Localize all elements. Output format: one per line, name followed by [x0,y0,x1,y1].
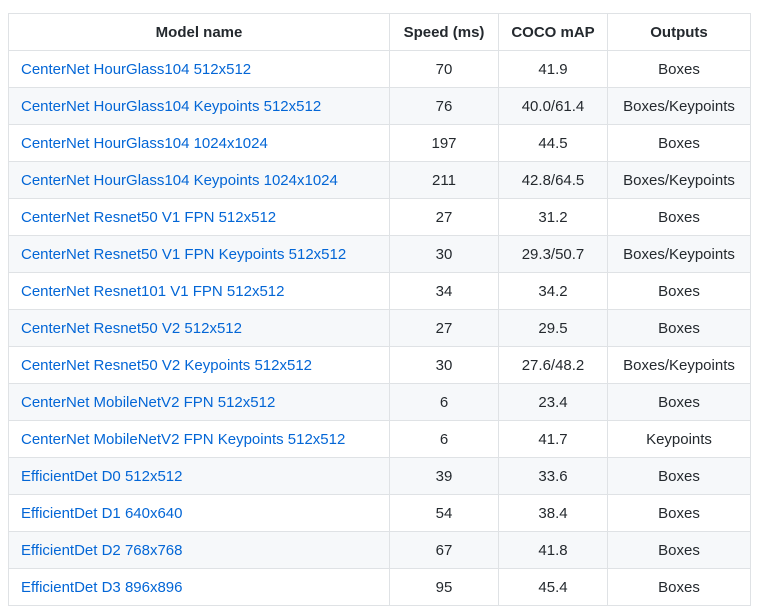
table-header-row: Model name Speed (ms) COCO mAP Outputs [8,13,751,51]
model-link[interactable]: CenterNet HourGlass104 Keypoints 512x512 [21,97,322,115]
speed-cell: 27 [389,309,499,347]
outputs-cell: Boxes [607,494,751,532]
model-name-cell: EfficientDet D0 512x512 [8,457,390,495]
model-link[interactable]: EfficientDet D2 768x768 [21,541,183,559]
coco-map-cell: 42.8/64.5 [498,161,608,199]
coco-map-cell: 40.0/61.4 [498,87,608,125]
table-row: CenterNet HourGlass104 Keypoints 1024x10… [8,161,751,199]
speed-cell: 76 [389,87,499,125]
table-row: EfficientDet D1 640x640 54 38.4 Boxes [8,494,751,532]
table-row: EfficientDet D3 896x896 95 45.4 Boxes [8,568,751,606]
coco-map-cell: 38.4 [498,494,608,532]
speed-cell: 27 [389,198,499,236]
model-name-cell: CenterNet Resnet50 V1 FPN 512x512 [8,198,390,236]
model-name-cell: CenterNet HourGlass104 512x512 [8,50,390,88]
header-outputs: Outputs [607,13,751,51]
table-row: CenterNet HourGlass104 Keypoints 512x512… [8,87,751,125]
speed-cell: 211 [389,161,499,199]
coco-map-cell: 34.2 [498,272,608,310]
outputs-cell: Boxes [607,272,751,310]
speed-cell: 6 [389,383,499,421]
header-speed: Speed (ms) [389,13,499,51]
outputs-cell: Boxes [607,531,751,569]
header-coco-map: COCO mAP [498,13,608,51]
model-link[interactable]: EfficientDet D0 512x512 [21,467,183,485]
outputs-cell: Boxes [607,309,751,347]
model-name-cell: CenterNet HourGlass104 Keypoints 512x512 [8,87,390,125]
speed-cell: 30 [389,346,499,384]
coco-map-cell: 41.8 [498,531,608,569]
model-name-cell: EfficientDet D3 896x896 [8,568,390,606]
outputs-cell: Boxes/Keypoints [607,235,751,273]
model-zoo-table-container: Model name Speed (ms) COCO mAP Outputs C… [8,13,751,606]
model-link[interactable]: EfficientDet D3 896x896 [21,578,183,596]
table-row: CenterNet Resnet50 V1 FPN Keypoints 512x… [8,235,751,273]
coco-map-cell: 41.7 [498,420,608,458]
coco-map-cell: 44.5 [498,124,608,162]
outputs-cell: Boxes [607,198,751,236]
speed-cell: 54 [389,494,499,532]
model-name-cell: EfficientDet D1 640x640 [8,494,390,532]
table-row: EfficientDet D2 768x768 67 41.8 Boxes [8,531,751,569]
outputs-cell: Keypoints [607,420,751,458]
coco-map-cell: 45.4 [498,568,608,606]
outputs-cell: Boxes [607,50,751,88]
speed-cell: 95 [389,568,499,606]
table-row: CenterNet MobileNetV2 FPN 512x512 6 23.4… [8,383,751,421]
table-row: CenterNet HourGlass104 512x512 70 41.9 B… [8,50,751,88]
coco-map-cell: 29.3/50.7 [498,235,608,273]
model-name-cell: CenterNet Resnet50 V1 FPN Keypoints 512x… [8,235,390,273]
table-row: EfficientDet D0 512x512 39 33.6 Boxes [8,457,751,495]
coco-map-cell: 41.9 [498,50,608,88]
model-link[interactable]: EfficientDet D1 640x640 [21,504,183,522]
table-row: CenterNet Resnet101 V1 FPN 512x512 34 34… [8,272,751,310]
speed-cell: 197 [389,124,499,162]
table-row: CenterNet Resnet50 V2 512x512 27 29.5 Bo… [8,309,751,347]
model-link[interactable]: CenterNet Resnet50 V2 512x512 [21,319,242,337]
coco-map-cell: 33.6 [498,457,608,495]
coco-map-cell: 27.6/48.2 [498,346,608,384]
model-name-cell: CenterNet MobileNetV2 FPN 512x512 [8,383,390,421]
model-name-cell: CenterNet MobileNetV2 FPN Keypoints 512x… [8,420,390,458]
model-link[interactable]: CenterNet HourGlass104 512x512 [21,60,252,78]
outputs-cell: Boxes/Keypoints [607,87,751,125]
outputs-cell: Boxes [607,457,751,495]
table-row: CenterNet Resnet50 V2 Keypoints 512x512 … [8,346,751,384]
model-link[interactable]: CenterNet MobileNetV2 FPN Keypoints 512x… [21,430,346,448]
model-link[interactable]: CenterNet Resnet101 V1 FPN 512x512 [21,282,285,300]
model-name-cell: CenterNet Resnet101 V1 FPN 512x512 [8,272,390,310]
speed-cell: 30 [389,235,499,273]
speed-cell: 67 [389,531,499,569]
outputs-cell: Boxes/Keypoints [607,346,751,384]
outputs-cell: Boxes [607,383,751,421]
model-link[interactable]: CenterNet HourGlass104 1024x1024 [21,134,268,152]
model-link[interactable]: CenterNet Resnet50 V1 FPN 512x512 [21,208,277,226]
outputs-cell: Boxes [607,568,751,606]
model-name-cell: CenterNet Resnet50 V2 Keypoints 512x512 [8,346,390,384]
model-link[interactable]: CenterNet HourGlass104 Keypoints 1024x10… [21,171,338,189]
speed-cell: 6 [389,420,499,458]
model-name-cell: CenterNet HourGlass104 Keypoints 1024x10… [8,161,390,199]
header-model-name: Model name [8,13,390,51]
table-row: CenterNet Resnet50 V1 FPN 512x512 27 31.… [8,198,751,236]
model-link[interactable]: CenterNet Resnet50 V2 Keypoints 512x512 [21,356,313,374]
coco-map-cell: 31.2 [498,198,608,236]
model-name-cell: EfficientDet D2 768x768 [8,531,390,569]
model-link[interactable]: CenterNet Resnet50 V1 FPN Keypoints 512x… [21,245,347,263]
outputs-cell: Boxes [607,124,751,162]
outputs-cell: Boxes/Keypoints [607,161,751,199]
coco-map-cell: 23.4 [498,383,608,421]
speed-cell: 39 [389,457,499,495]
model-name-cell: CenterNet HourGlass104 1024x1024 [8,124,390,162]
model-zoo-table: Model name Speed (ms) COCO mAP Outputs C… [8,13,751,606]
model-name-cell: CenterNet Resnet50 V2 512x512 [8,309,390,347]
speed-cell: 34 [389,272,499,310]
table-row: CenterNet MobileNetV2 FPN Keypoints 512x… [8,420,751,458]
model-link[interactable]: CenterNet MobileNetV2 FPN 512x512 [21,393,276,411]
coco-map-cell: 29.5 [498,309,608,347]
speed-cell: 70 [389,50,499,88]
table-row: CenterNet HourGlass104 1024x1024 197 44.… [8,124,751,162]
